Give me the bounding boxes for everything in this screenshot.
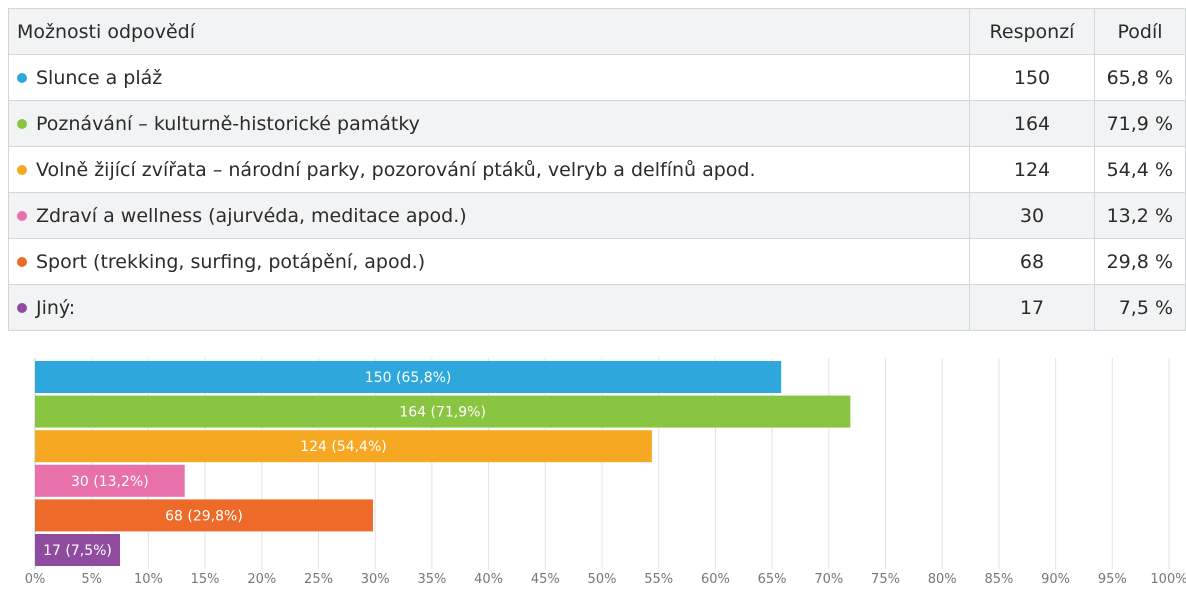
- table-header-row: Možnosti odpovědí Responzí Podíl: [8, 8, 1186, 55]
- bar: [35, 534, 121, 566]
- responses-cell: 150: [969, 54, 1095, 101]
- x-tick-label: 60%: [701, 572, 730, 587]
- bar: [35, 499, 373, 532]
- header-share: Podíl: [1094, 8, 1186, 55]
- bar-value-label: 150 (65,8%): [365, 370, 452, 386]
- x-tick-label: 80%: [928, 572, 957, 587]
- bar: [35, 361, 782, 393]
- header-responses: Responzí: [969, 8, 1095, 55]
- x-tick-label: 20%: [247, 572, 276, 587]
- x-tick-label: 25%: [304, 572, 333, 587]
- bar-value-label: 17 (7,5%): [43, 543, 112, 559]
- table-row: Jiný: 17 7,5 %: [8, 284, 1186, 331]
- option-label: Jiný:: [36, 296, 76, 319]
- option-cell: Zdraví a wellness (ajurvéda, meditace ap…: [8, 192, 970, 239]
- x-tick-label: 40%: [474, 572, 503, 587]
- bar-value-label: 30 (13,2%): [71, 474, 149, 490]
- bar: [35, 464, 185, 497]
- bar-value-label: 164 (71,9%): [399, 405, 486, 421]
- x-tick-label: 0%: [25, 572, 46, 587]
- x-tick-label: 55%: [644, 572, 673, 587]
- option-label: Sport (trekking, surfing, potápění, apod…: [36, 250, 426, 273]
- legend-dot-icon: [17, 256, 27, 267]
- table-row: Volně žijící zvířata – národní parky, po…: [8, 146, 1186, 193]
- option-cell: Slunce a pláž: [8, 54, 970, 101]
- option-label: Zdraví a wellness (ajurvéda, meditace ap…: [36, 204, 467, 227]
- results-table: Možnosti odpovědí Responzí Podíl Slunce …: [8, 8, 1186, 331]
- option-cell: Jiný:: [8, 284, 970, 331]
- share-cell: 54,4 %: [1094, 146, 1186, 193]
- option-label: Poznávání – kulturně-historické památky: [36, 112, 420, 135]
- x-tick-label: 5%: [81, 572, 102, 587]
- x-tick-label: 15%: [191, 572, 220, 587]
- x-tick-label: 50%: [588, 572, 617, 587]
- x-tick-label: 95%: [1098, 572, 1127, 587]
- x-tick-label: 85%: [984, 572, 1013, 587]
- table-row: Slunce a pláž 150 65,8 %: [8, 54, 1186, 101]
- table-row: Sport (trekking, surfing, potápění, apod…: [8, 238, 1186, 285]
- bar: [35, 430, 652, 463]
- x-tick-label: 45%: [531, 572, 560, 587]
- option-cell: Volně žijící zvířata – národní parky, po…: [8, 146, 970, 193]
- responses-cell: 17: [969, 284, 1095, 331]
- bar-chart: 0% 5% 10% 15% 20% 25% 30% 35% 40% 45% 50% 55% 60% 65%…: [25, 358, 1186, 587]
- x-tick-label: 70%: [814, 572, 843, 587]
- legend-dot-icon: [17, 118, 27, 129]
- share-cell: 71,9 %: [1094, 100, 1186, 147]
- header-options: Možnosti odpovědí: [8, 8, 970, 55]
- x-tick-label: 35%: [417, 572, 446, 587]
- responses-cell: 164: [969, 100, 1095, 147]
- x-tick-label: 100%: [1150, 572, 1186, 587]
- bar-value-label: 124 (54,4%): [300, 439, 387, 455]
- option-cell: Poznávání – kulturně-historické památky: [8, 100, 970, 147]
- share-cell: 29,8 %: [1094, 238, 1186, 285]
- x-tick-label: 65%: [758, 572, 787, 587]
- x-tick-label: 75%: [871, 572, 900, 587]
- responses-cell: 68: [969, 238, 1095, 285]
- option-cell: Sport (trekking, surfing, potápění, apod…: [8, 238, 970, 285]
- table-row: Poznávání – kulturně-historické památky …: [8, 100, 1186, 147]
- legend-dot-icon: [17, 302, 27, 313]
- share-cell: 7,5 %: [1094, 284, 1186, 331]
- x-tick-label: 90%: [1041, 572, 1070, 587]
- responses-cell: 124: [969, 146, 1095, 193]
- option-label: Volně žijící zvířata – národní parky, po…: [36, 158, 756, 181]
- share-cell: 65,8 %: [1094, 54, 1186, 101]
- legend-dot-icon: [17, 210, 27, 221]
- legend-dot-icon: [17, 164, 27, 175]
- x-tick-label: 10%: [134, 572, 163, 587]
- table-row: Zdraví a wellness (ajurvéda, meditace ap…: [8, 192, 1186, 239]
- legend-dot-icon: [17, 72, 27, 83]
- x-tick-label: 30%: [361, 572, 390, 587]
- bar-value-label: 68 (29,8%): [165, 508, 243, 524]
- option-label: Slunce a pláž: [36, 66, 163, 89]
- responses-cell: 30: [969, 192, 1095, 239]
- bar: [35, 395, 851, 428]
- share-cell: 13,2 %: [1094, 192, 1186, 239]
